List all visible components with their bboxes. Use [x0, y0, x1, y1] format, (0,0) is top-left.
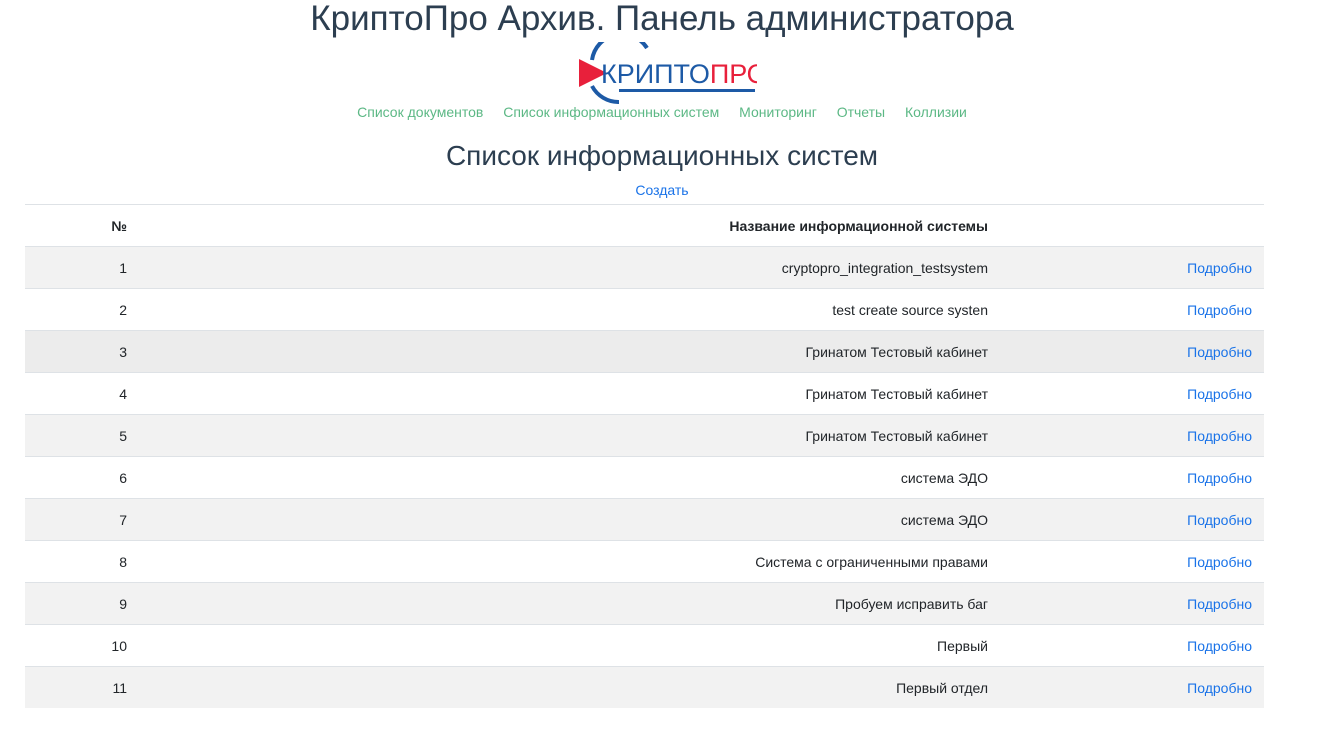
row-num: 6 [25, 456, 139, 499]
row-name: cryptopro_integration_testsystem [139, 246, 1000, 289]
table-row: 2 test create source systen Подробно [25, 288, 1264, 331]
row-num: 3 [25, 330, 139, 373]
row-num: 11 [25, 666, 139, 708]
table-row: 10 Первый Подробно [25, 624, 1264, 667]
row-num: 9 [25, 582, 139, 625]
details-link[interactable]: Подробно [1187, 553, 1252, 570]
nav-info-systems[interactable]: Список информационных систем [503, 104, 720, 120]
row-name: Пробуем исправить баг [139, 582, 1000, 625]
svg-text:КРИПТОПРО: КРИПТОПРО [601, 59, 757, 89]
table-row: 11 Первый отдел Подробно [25, 666, 1264, 708]
nav-reports[interactable]: Отчеты [836, 104, 886, 120]
row-num: 8 [25, 540, 139, 583]
details-link[interactable]: Подробно [1187, 469, 1252, 486]
row-name: Первый отдел [139, 666, 1000, 708]
nav-monitoring[interactable]: Мониторинг [739, 104, 817, 120]
table-row: 1 cryptopro_integration_testsystem Подро… [25, 246, 1264, 289]
row-num: 4 [25, 372, 139, 415]
row-name: Первый [139, 624, 1000, 667]
app-title: КриптоПро Архив. Панель администратора [310, 0, 1014, 38]
row-name: Гринатом Тестовый кабинет [139, 414, 1000, 457]
row-num: 2 [25, 288, 139, 331]
cryptopro-logo: КРИПТОПРО [0, 42, 1324, 104]
details-link[interactable]: Подробно [1187, 427, 1252, 444]
table-row: 6 система ЭДО Подробно [25, 456, 1264, 499]
row-name: test create source systen [139, 288, 1000, 331]
row-num: 10 [25, 624, 139, 667]
table-row: 9 Пробуем исправить баг Подробно [25, 582, 1264, 625]
nav-documents[interactable]: Список документов [357, 104, 484, 120]
row-name: система ЭДО [139, 456, 1000, 499]
table-row: 3 Гринатом Тестовый кабинет Подробно [25, 330, 1264, 373]
row-name: система ЭДО [139, 498, 1000, 541]
create-link[interactable]: Создать [635, 182, 689, 198]
row-name: Гринатом Тестовый кабинет [139, 330, 1000, 373]
row-num: 5 [25, 414, 139, 457]
table-row: 4 Гринатом Тестовый кабинет Подробно [25, 372, 1264, 415]
main-nav: Список документов Список информационных … [0, 104, 1324, 120]
header-actions [1000, 204, 1264, 247]
details-link[interactable]: Подробно [1187, 637, 1252, 654]
row-num: 7 [25, 498, 139, 541]
page-title: Список информационных систем [445, 140, 879, 171]
info-systems-table: № Название информационной системы 1 cryp… [25, 204, 1264, 708]
details-link[interactable]: Подробно [1187, 511, 1252, 528]
details-link[interactable]: Подробно [1187, 385, 1252, 402]
header-name: Название информационной системы [139, 204, 1000, 247]
details-link[interactable]: Подробно [1187, 595, 1252, 612]
nav-collisions[interactable]: Коллизии [905, 104, 967, 120]
row-num: 1 [25, 246, 139, 289]
details-link[interactable]: Подробно [1187, 301, 1252, 318]
table-row: 5 Гринатом Тестовый кабинет Подробно [25, 414, 1264, 457]
row-name: Система с ограниченными правами [139, 540, 1000, 583]
details-link[interactable]: Подробно [1187, 259, 1252, 276]
table-row: 8 Система с ограниченными правами Подроб… [25, 540, 1264, 583]
details-link[interactable]: Подробно [1187, 343, 1252, 360]
details-link[interactable]: Подробно [1187, 679, 1252, 696]
row-name: Гринатом Тестовый кабинет [139, 372, 1000, 415]
table-row: 7 система ЭДО Подробно [25, 498, 1264, 541]
header-num: № [25, 204, 139, 247]
